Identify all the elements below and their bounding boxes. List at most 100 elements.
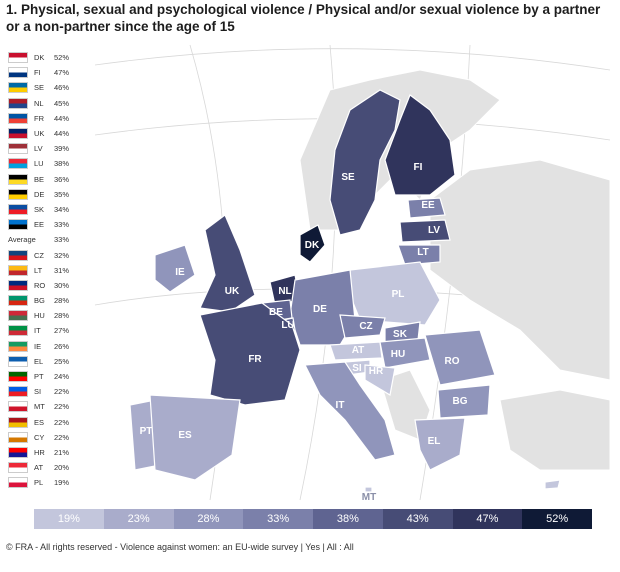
country-list-item: PT 24%: [8, 369, 88, 384]
map-country-es: [149, 394, 241, 481]
map-label-uk: UK: [225, 286, 240, 297]
country-code: BE: [34, 174, 45, 184]
country-list-item: IE 26%: [8, 339, 88, 354]
country-value: 19%: [54, 478, 70, 488]
country-value: 24%: [54, 372, 70, 382]
legend-step: 19%: [34, 509, 104, 529]
country-value: 28%: [54, 296, 70, 306]
map-country-bg: [437, 384, 491, 419]
country-code: DK: [34, 53, 45, 63]
map-country-dk: [299, 224, 326, 263]
country-value: 30%: [54, 280, 70, 290]
map-label-de: DE: [313, 304, 327, 315]
country-list-item: EL 25%: [8, 354, 88, 369]
map-label-hr: HR: [369, 366, 384, 377]
flag-icon: [8, 386, 28, 398]
flag-icon: [8, 401, 28, 413]
map-country-hu: [379, 337, 431, 369]
flag-icon: [8, 462, 28, 474]
map-country-ie: [154, 244, 196, 293]
map-label-lv: LV: [428, 225, 440, 236]
map-label-lt: LT: [417, 247, 428, 258]
country-code: LU: [34, 159, 44, 169]
country-code: HU: [34, 311, 45, 321]
map-country-fi: [384, 94, 456, 196]
country-value: 35%: [54, 189, 70, 199]
country-code: DE: [34, 189, 45, 199]
flag-icon: [8, 112, 28, 124]
map-label-fi: FI: [414, 162, 423, 173]
country-code: SK: [34, 204, 45, 214]
country-value: 33%: [54, 220, 70, 230]
country-code: EL: [34, 356, 44, 366]
country-list-item: NL 45%: [8, 96, 88, 111]
map-country-lv: [399, 219, 451, 243]
map-label-pt: PT: [140, 426, 153, 437]
country-value: 20%: [54, 463, 70, 473]
country-list-item: FR 44%: [8, 111, 88, 126]
map-country-cy: [544, 479, 561, 490]
country-value: 22%: [54, 387, 70, 397]
country-list-item: ES 22%: [8, 415, 88, 430]
flag-icon: [8, 431, 28, 443]
country-code: CZ: [34, 250, 44, 260]
map-country-uk: [199, 214, 256, 313]
country-list-item: LU 38%: [8, 156, 88, 171]
map-label-es: ES: [178, 430, 192, 441]
flag-icon: [8, 203, 28, 215]
map-label-pl: PL: [392, 289, 405, 300]
country-code: LT: [34, 265, 43, 275]
country-value: 22%: [54, 432, 70, 442]
chart-title: 1. Physical, sexual and psychological vi…: [6, 2, 601, 34]
country-value: 25%: [54, 356, 70, 366]
country-value: 44%: [54, 113, 70, 123]
map-label-bg: BG: [453, 396, 468, 407]
flag-icon: [8, 416, 28, 428]
flag-icon: [8, 52, 28, 64]
country-value: 28%: [54, 311, 70, 321]
map-country-at: [329, 341, 383, 361]
flag-icon: [8, 446, 28, 458]
country-list-item: BE 36%: [8, 172, 88, 187]
flag-icon: [8, 340, 28, 352]
country-code: UK: [34, 129, 45, 139]
map-label-ee: EE: [421, 200, 435, 211]
country-list-item: PL 19%: [8, 475, 88, 490]
country-code: NL: [34, 98, 44, 108]
country-list-item: AT 20%: [8, 460, 88, 475]
flag-icon: [8, 67, 28, 79]
map-label-mt: MT: [362, 492, 376, 503]
country-list-item: EE 33%: [8, 217, 88, 232]
flag-icon: [8, 477, 28, 489]
legend-step: 28%: [173, 509, 244, 529]
country-value: 22%: [54, 402, 70, 412]
country-list-item: Average 33%: [8, 232, 88, 247]
map-label-hu: HU: [391, 349, 405, 360]
country-value: 34%: [54, 204, 70, 214]
country-list-item: RO 30%: [8, 278, 88, 293]
country-code: PT: [34, 372, 44, 382]
country-code: HR: [34, 447, 45, 457]
map-country-it: [304, 361, 396, 461]
country-list-item: LT 31%: [8, 263, 88, 278]
country-code: SE: [34, 83, 45, 93]
flag-icon: [8, 249, 28, 261]
flag-icon: [8, 310, 28, 322]
map-country-el: [414, 417, 466, 471]
flag-icon: [8, 173, 28, 185]
country-list-item: SK 34%: [8, 202, 88, 217]
country-code: PL: [34, 478, 44, 488]
flag-icon: [8, 325, 28, 337]
legend-step: 47%: [452, 509, 523, 529]
map-country-ee: [407, 197, 446, 219]
flag-icon: [8, 264, 28, 276]
country-list-item: SE 46%: [8, 80, 88, 95]
country-value: 21%: [54, 447, 70, 457]
flag-icon: [8, 82, 28, 94]
country-value: 39%: [54, 144, 70, 154]
flag-icon: [8, 143, 28, 155]
country-value: 47%: [54, 68, 70, 78]
country-code: IE: [34, 341, 42, 351]
legend-step: 33%: [243, 509, 313, 529]
